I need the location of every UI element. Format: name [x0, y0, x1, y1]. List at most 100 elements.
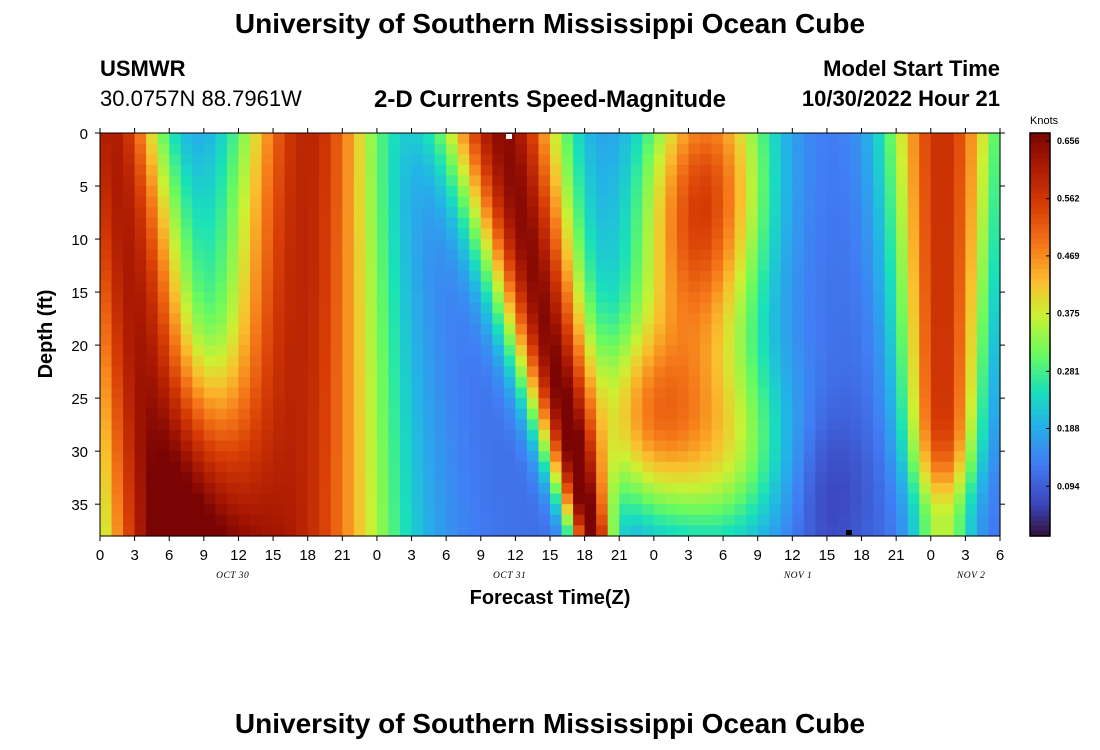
heatmap-cell [492, 302, 505, 314]
heatmap-cell [100, 429, 113, 442]
heatmap-cell [411, 387, 424, 399]
heatmap-cell [676, 493, 690, 505]
heatmap-cell [873, 429, 886, 442]
heatmap-cell [561, 419, 574, 431]
heatmap-cell [388, 525, 401, 537]
heatmap-cell [988, 408, 1001, 420]
heatmap-cell [942, 472, 955, 484]
heatmap-cell [965, 472, 978, 484]
heatmap-cell [550, 334, 563, 346]
heatmap-cell [976, 419, 990, 431]
heatmap-cell [596, 493, 609, 505]
heatmap-cell [353, 228, 366, 240]
heatmap-cell [930, 366, 943, 378]
heatmap-cell [226, 249, 240, 261]
heatmap-cell [988, 514, 1001, 526]
heatmap-cell [192, 345, 205, 357]
heatmap-cell [826, 292, 840, 304]
heatmap-cell [700, 451, 713, 463]
heatmap-cell [226, 217, 240, 230]
heatmap-cell [988, 345, 1001, 357]
heatmap-cell [388, 249, 401, 261]
heatmap-cell [261, 504, 274, 516]
heatmap-cell [942, 249, 955, 261]
heatmap-cell [226, 228, 240, 240]
heatmap-cell [434, 154, 447, 166]
heatmap-cell [273, 228, 286, 240]
heatmap-cell [942, 461, 955, 473]
heatmap-cell [446, 239, 459, 251]
heatmap-cell [319, 376, 332, 389]
x-tick-label: 3 [684, 547, 692, 564]
heatmap-cell [838, 334, 851, 346]
heatmap-cell [400, 334, 413, 346]
colorbar-segment [1030, 369, 1050, 376]
heatmap-cell [676, 239, 690, 251]
heatmap-cell [203, 419, 216, 431]
heatmap-cell [469, 398, 482, 410]
colorbar-segment [1030, 248, 1050, 255]
x-tick-label: 15 [542, 547, 559, 564]
heatmap-cell [723, 186, 736, 198]
heatmap-cell [780, 398, 793, 410]
heatmap-cell [930, 207, 943, 219]
heatmap-cell [434, 260, 447, 272]
heatmap-cell [873, 164, 886, 177]
heatmap-cell [769, 133, 782, 145]
heatmap-cell [734, 313, 747, 325]
heatmap-cell [711, 207, 724, 219]
heatmap-cell [250, 355, 263, 367]
heatmap-cell [423, 355, 436, 367]
x-tick-label: 0 [650, 547, 658, 564]
heatmap-cell [688, 493, 701, 505]
heatmap-cell [250, 154, 263, 166]
heatmap-cell [861, 154, 874, 166]
heatmap-cell [550, 196, 563, 208]
heatmap-cell [815, 270, 828, 283]
heatmap-cell [469, 345, 482, 357]
heatmap-cell [492, 451, 505, 463]
heatmap-cell [457, 493, 470, 505]
heatmap-cell [919, 239, 932, 251]
heatmap-cell [861, 164, 874, 177]
colorbar-segment [1030, 319, 1050, 326]
heatmap-cell [907, 323, 920, 336]
heatmap-cell [942, 217, 955, 230]
heatmap-cell [757, 196, 770, 208]
heatmap-cell [342, 451, 355, 463]
heatmap-cell [319, 429, 332, 442]
heatmap-cell [815, 196, 828, 208]
heatmap-cell [630, 217, 643, 230]
heatmap-cell [526, 408, 540, 420]
heatmap-cell [919, 207, 932, 219]
heatmap-cell [238, 323, 251, 336]
heatmap-cell [423, 207, 436, 219]
heatmap-cell [538, 164, 551, 177]
heatmap-cell [688, 249, 701, 261]
heatmap-cell [907, 292, 920, 304]
heatmap-cell [792, 313, 805, 325]
heatmap-cell [723, 175, 736, 187]
heatmap-cell [446, 482, 459, 495]
heatmap-cell [342, 334, 355, 346]
heatmap-cell [492, 239, 505, 251]
heatmap-cell [342, 525, 355, 537]
heatmap-cell [203, 270, 216, 283]
heatmap-cell [688, 154, 701, 166]
heatmap-cell [861, 493, 874, 505]
heatmap-cell [157, 281, 170, 293]
heatmap-cell [515, 419, 528, 431]
heatmap-cell [607, 313, 620, 325]
heatmap-cell [457, 313, 470, 325]
heatmap-cell [607, 345, 620, 357]
heatmap-cell [792, 334, 805, 346]
heatmap-cell [803, 143, 816, 155]
heatmap-cell [111, 451, 124, 463]
heatmap-cell [226, 429, 240, 442]
heatmap-cell [446, 451, 459, 463]
heatmap-cell [123, 482, 136, 495]
heatmap-cell [434, 249, 447, 261]
heatmap-cell [642, 196, 655, 208]
heatmap-cell [215, 398, 228, 410]
heatmap-cell [665, 164, 678, 177]
